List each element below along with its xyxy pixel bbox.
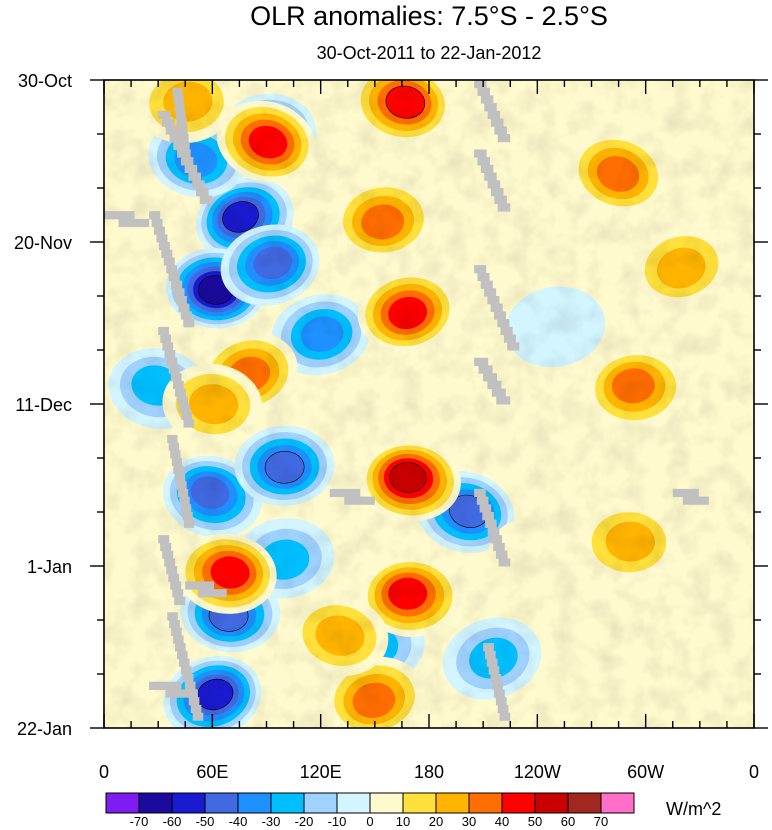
- colorbar: -70 -60 -50 -40 -30 -20 -10 0 10 20 30 40 50 60 70: [105, 792, 635, 829]
- anomaly-field: [104, 80, 754, 728]
- missing-segment: [158, 110, 213, 204]
- colorbar-label: -10: [328, 814, 347, 829]
- y-tick-label: 11-Dec: [15, 395, 72, 415]
- colorbar-label: -20: [295, 814, 314, 829]
- missing-segment: [104, 211, 150, 228]
- colorbar-swatch: [336, 792, 371, 814]
- colorbar-label: -30: [262, 814, 281, 829]
- missing-segment: [149, 211, 195, 328]
- x-tick-label: 180: [414, 762, 444, 782]
- colorbar-swatch: [435, 792, 470, 814]
- x-tick-label: 120W: [514, 762, 561, 782]
- colorbar-label: 60: [561, 814, 575, 829]
- y-tick-label: 22-Jan: [17, 719, 72, 739]
- missing-segment: [672, 488, 709, 505]
- colorbar-label: 40: [495, 814, 509, 829]
- x-tick-label: 0: [99, 762, 109, 782]
- missing-segment: [474, 488, 511, 567]
- y-tick-label: 20-Nov: [14, 233, 72, 253]
- colorbar-label: 20: [429, 814, 443, 829]
- colorbar-swatch: [303, 792, 338, 814]
- missing-segment: [329, 488, 375, 505]
- colorbar-swatch: [534, 792, 569, 814]
- colorbar-swatch: [204, 792, 239, 814]
- colorbar-label: -60: [163, 814, 182, 829]
- colorbar-swatch: [567, 792, 602, 814]
- chart-title: OLR anomalies: 7.5°S - 2.5°S: [250, 1, 608, 31]
- colorbar-swatch: [468, 792, 503, 814]
- colorbar-swatch: [600, 792, 635, 814]
- missing-data: [104, 80, 709, 721]
- y-axis: 30-Oct 20-Nov 11-Dec 1-Jan 22-Jan: [14, 71, 72, 739]
- missing-segment: [167, 434, 195, 528]
- colorbar-label: -40: [229, 814, 248, 829]
- field-texture: [104, 80, 754, 728]
- colorbar-units: W/m^2: [666, 799, 721, 819]
- axis-ticks: [90, 79, 768, 729]
- y-tick-label: 30-Oct: [18, 71, 72, 91]
- colorbar-swatch: [171, 792, 206, 814]
- plot-area: [104, 80, 754, 728]
- colorbar-label: 10: [396, 814, 410, 829]
- colorbar-label: 70: [594, 814, 608, 829]
- x-axis: 0 60E 120E 180 120W 60W 0: [99, 762, 759, 782]
- colorbar-label: 30: [462, 814, 476, 829]
- y-tick-label: 1-Jan: [27, 557, 72, 577]
- colorbar-swatch: [138, 792, 173, 814]
- colorbar-swatch: [105, 792, 140, 814]
- colorbar-swatch: [270, 792, 305, 814]
- missing-segment: [158, 535, 186, 606]
- colorbar-swatch: [402, 792, 437, 814]
- missing-segment: [474, 149, 511, 212]
- colorbar-label: 0: [366, 814, 373, 829]
- missing-segment: [185, 581, 227, 598]
- x-tick-label: 60W: [627, 762, 664, 782]
- missing-segment: [483, 643, 511, 721]
- x-tick-label: 60E: [196, 762, 228, 782]
- x-tick-label: 120E: [300, 762, 342, 782]
- colorbar-swatch: [369, 792, 404, 814]
- missing-segment: [474, 80, 511, 143]
- missing-segment: [158, 326, 195, 428]
- missing-segment: [474, 265, 520, 351]
- chart-subtitle: 30-Oct-2011 to 22-Jan-2012: [317, 43, 542, 63]
- missing-segment: [474, 357, 511, 405]
- missing-segment: [149, 681, 198, 698]
- colorbar-label: -70: [130, 814, 149, 829]
- colorbar-swatch: [237, 792, 272, 814]
- x-tick-label: 0: [749, 762, 759, 782]
- colorbar-swatch: [501, 792, 536, 814]
- colorbar-label: -50: [196, 814, 215, 829]
- colorbar-label: 50: [528, 814, 542, 829]
